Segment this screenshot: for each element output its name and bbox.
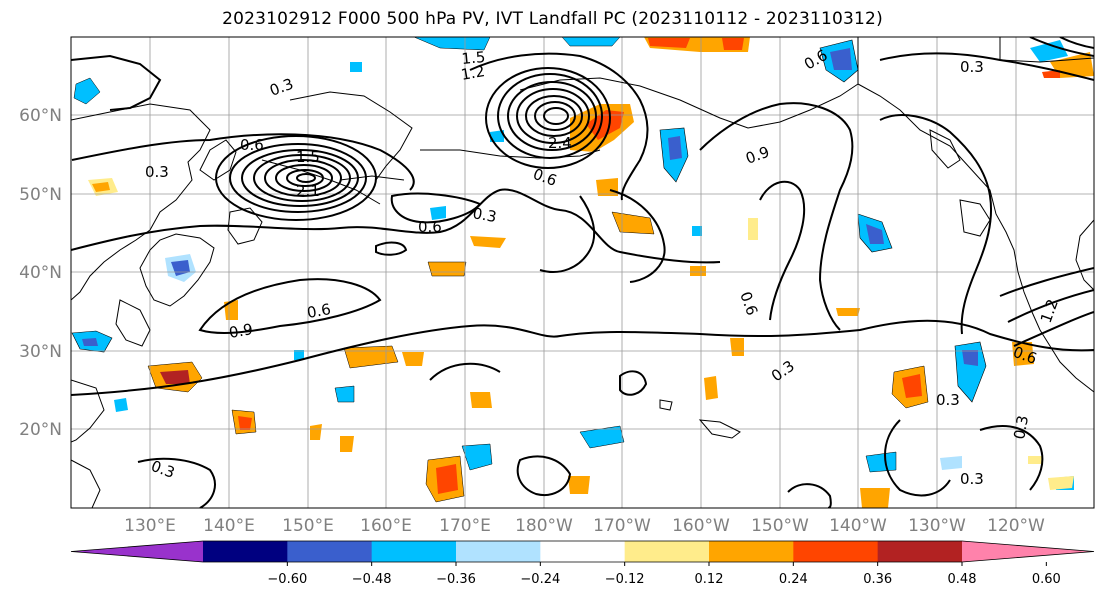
contour-label: 0.9 [228,320,255,342]
colorbar-bin [540,541,626,562]
colorbar-tick-label: −0.12 [605,572,645,587]
colorbar-extend-min [71,541,203,562]
contour-label: 0.3 [145,163,169,181]
colorbar-outline [70,540,1095,563]
contour-label: 0.6 [306,300,333,322]
colorbar-bin [203,541,288,562]
colorbar-tick-labels: −0.60 −0.48 −0.36 −0.24 −0.12 0.12 0.24 0.36 0.4… [267,562,1061,587]
negative-anomaly-blobs [71,37,1074,490]
contour-label: 0.3 [936,391,960,409]
colorbar-tick-label: 0.60 [1032,572,1061,587]
colorbar-bin [371,541,457,562]
lon-label: 150°W [751,516,809,536]
colorbar-tick-label: −0.60 [267,572,307,587]
pv-contours [71,37,1094,508]
colorbar-tick-label: −0.24 [520,572,560,587]
lon-label: 160°E [360,516,412,536]
contour-label: 0.3 [960,58,984,76]
colorbar [70,540,1095,563]
lon-label: 170°W [593,516,651,536]
lon-label: 120°W [987,516,1045,536]
map-title: 2023102912 F000 500 hPa PV, IVT Landfall… [222,9,883,29]
lat-label: 20°N [19,420,62,440]
map-background [71,37,1094,508]
contour-label: 0.3 [960,470,984,488]
contour-label: 2.1 [296,182,320,200]
lon-label: 130°E [124,516,176,536]
lat-label: 50°N [19,185,62,205]
colorbar-bin [456,541,541,562]
longitude-labels: 130°E 140°E 150°E 160°E 170°E 180°W 170°… [124,516,1045,536]
contour-label: 0.3 [471,204,498,226]
contour-label: 0.3 [1010,414,1032,441]
map-frame [70,36,1095,509]
contour-label: 0.6 [240,136,264,154]
colorbar-tick-label: −0.36 [436,572,476,587]
lat-label: 40°N [19,263,62,283]
latitude-labels: 60°N 50°N 40°N 30°N 20°N [19,106,62,440]
colorbar-tick-label: 0.36 [863,572,892,587]
colorbar-bin [287,541,373,562]
colorbar-tick-label: 0.24 [779,572,808,587]
colorbar-bin [877,541,963,562]
lat-label: 30°N [19,342,62,362]
colorbar-tick-label: 0.12 [695,572,724,587]
contour-labels: 0.3 0.3 0.3 0.3 0.3 0.3 0.3 0.3 0.6 0.6 … [145,46,1062,488]
contour-label: 0.6 [418,218,442,236]
pv-shading [71,37,1094,508]
lon-label: 170°E [439,516,491,536]
contour-label: 2.4 [548,134,572,152]
colorbar-tick-label: −0.48 [352,572,392,587]
lon-label: 180°W [515,516,573,536]
colorbar-bin [709,541,794,562]
colorbar-bin [793,541,879,562]
lon-label: 150°E [282,516,334,536]
lat-label: 60°N [19,106,62,126]
contour-label: 1.2 [460,62,487,84]
colorbar-tick-label: 0.48 [948,572,977,587]
colorbar-extend-max [962,541,1094,562]
contour-label: 1.5 [296,148,320,166]
lon-label: 140°E [203,516,255,536]
lon-label: 140°W [829,516,887,536]
lon-label: 130°W [908,516,966,536]
positive-anomaly-blobs [88,37,1094,508]
colorbar-bin [624,541,710,562]
lon-label: 160°W [672,516,730,536]
contour-label: 1.5 [461,48,486,68]
